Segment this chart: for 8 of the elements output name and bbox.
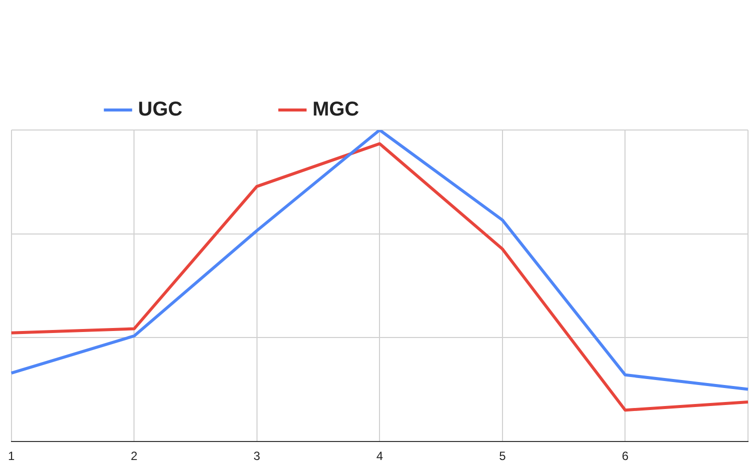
x-tick-label: 4 [376,449,384,464]
x-tick-label: 2 [130,449,138,464]
x-tick-label: 3 [254,449,261,464]
legend-label: UGC [138,98,182,121]
legend-label: MGC [312,98,360,121]
x-tick-label: 1 [8,449,15,464]
x-tick-label: 5 [499,449,506,464]
x-tick-label: 6 [622,449,629,464]
